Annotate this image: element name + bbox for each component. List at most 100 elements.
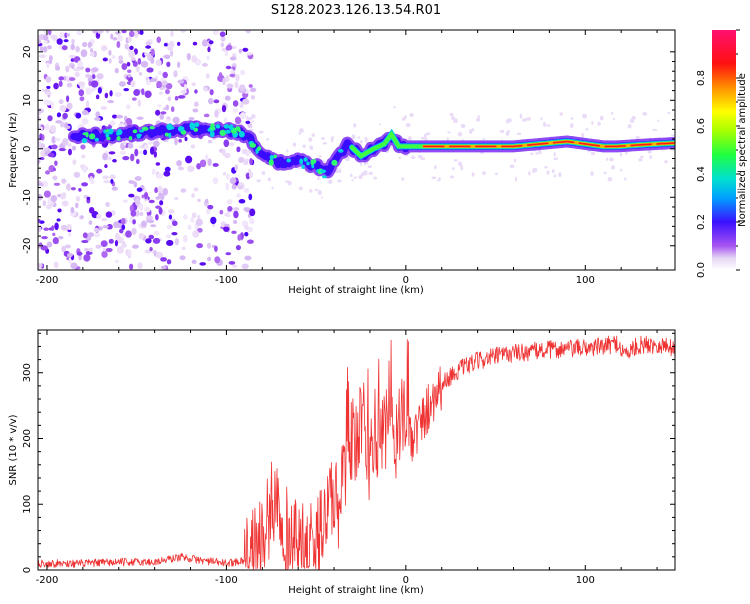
spectrogram-noise-blob [147, 141, 154, 145]
spectrogram-noise-blob [127, 143, 134, 149]
spectrogram-noise-blob [43, 39, 48, 44]
spectrogram-hotspot [177, 126, 185, 132]
spectrogram-noise-blob [47, 152, 55, 158]
spectrogram-noise-blob [117, 34, 123, 42]
spectrogram-noise-blob [93, 227, 100, 233]
spectrogram-noise-blob [244, 255, 252, 261]
spectrogram-noise-blob [178, 138, 182, 143]
colorbar: 0.0 0.2 0.4 0.6 0.8 Normalized spectral ampl… [696, 29, 748, 278]
spectrogram-noise-blob [664, 160, 668, 164]
spectrogram-noise-blob [629, 118, 635, 123]
spectrogram-noise-blob [205, 208, 211, 215]
spectrogram-noise-blob [245, 30, 252, 34]
spectrogram-noise-blob [193, 187, 199, 192]
spectrogram-noise-blob [40, 245, 48, 251]
spectrogram-noise-blob [224, 152, 231, 159]
spectrogram-noise-blob [477, 114, 480, 120]
spectrogram-noise-blob [138, 232, 145, 240]
spectrogram-noise-blob [80, 144, 86, 150]
spectrogram-noise-blob [122, 156, 130, 161]
spectrogram-noise-blob [559, 112, 563, 116]
spectrogram-noise-blob [42, 46, 48, 53]
spectrogram-noise-blob [77, 81, 86, 87]
spectrogram-noise-blob [81, 109, 89, 116]
spectrogram-noise-blob [410, 155, 416, 160]
spectrogram-noise-blob [360, 162, 363, 166]
spectrogram-noise-blob [450, 116, 455, 120]
spectrogram-noise-blob [137, 57, 142, 65]
spectrogram-noise-blob [265, 137, 270, 141]
colorbar-label: Normalized spectral amplitude [737, 73, 748, 227]
spectrogram-noise-blob [67, 143, 72, 148]
snr-x-tick-label: 0 [403, 575, 409, 586]
spectrogram-noise-blob [155, 214, 159, 221]
spectrogram-noise-blob [120, 217, 126, 225]
spectrogram-hotspot [81, 137, 88, 144]
spectrogram-noise-blob [180, 90, 188, 94]
spectrogram-noise-blob [180, 188, 187, 193]
spectrogram-noise-blob [101, 218, 108, 222]
snr-panel: -200 -100 0 100 0 100 200 300 Height of straig… [8, 329, 676, 596]
spectrogram-noise-blob [190, 144, 196, 149]
spectrogram-hotspot [286, 158, 291, 163]
spectrogram-noise-blob [409, 112, 414, 117]
spectrogram-noise-blob [337, 179, 342, 183]
spectrogram-noise-blob [144, 144, 149, 150]
spectrogram-noise-blob [125, 230, 132, 238]
snr-y-ticks: 0 100 200 300 [22, 332, 675, 573]
spectrogram-noise-blob [115, 31, 121, 35]
spectrogram-noise-blob [199, 262, 207, 266]
spectrogram-noise-blob [209, 89, 214, 96]
spectrogram-noise-blob [137, 99, 142, 107]
spectrogram-noise-blob [38, 218, 41, 223]
spectrogram-noise-blob [67, 231, 72, 237]
spectrogram-noise-blob [43, 227, 50, 231]
spectrogram-noise-blob [206, 242, 212, 249]
spectrogram-noise-blob [194, 89, 198, 94]
spectrogram-noise-blob [70, 206, 75, 214]
spectrogram-noise-blob [201, 39, 208, 47]
spectrogram-noise-blob [61, 245, 66, 253]
spectrogram-hotspot [189, 123, 195, 131]
spectrogram-noise-blob [158, 207, 163, 215]
spectrogram-noise-blob [359, 140, 363, 144]
spectrogram-noise-blob [88, 220, 93, 225]
spectrogram-noise-blob [174, 196, 179, 201]
spectrogram-noise-blob [509, 164, 515, 169]
spectrogram-hotspot [128, 136, 133, 141]
spectrogram-noise-blob [160, 77, 165, 82]
spectrogram-noise-blob [66, 33, 70, 37]
spectrogram-noise-blob [223, 117, 228, 124]
spectrogram-noise-blob [196, 163, 202, 170]
spectrogram-noise-blob [134, 148, 139, 157]
spectrogram-noise-blob [81, 117, 89, 125]
spectrogram-noise-blob [144, 90, 152, 99]
spectrogram-noise-blob [156, 36, 162, 43]
spectrogram-hotspot [268, 159, 274, 166]
spectrogram-noise-blob [64, 244, 71, 249]
spectrogram-noise-blob [159, 200, 164, 206]
spectrogram-noise-blob [240, 69, 246, 76]
spectrogram-noise-blob [420, 157, 425, 161]
spectrogram-noise-blob [218, 72, 223, 78]
spectrogram-noise-blob [243, 188, 250, 193]
spectrogram-noise-blob [139, 30, 144, 36]
spectrogram-noise-blob [180, 30, 186, 33]
snr-y-axis-label: SNR (10 * v/v) [8, 414, 19, 485]
snr-x-ticks: -200 -100 0 100 [36, 330, 658, 586]
spectrogram-tone-core [423, 140, 675, 148]
spectrogram-noise-blob [95, 111, 101, 118]
spectrogram-noise-blob [513, 158, 517, 163]
spectrogram-noise-blob [404, 115, 407, 119]
spectrogram-noise-blob [119, 150, 126, 155]
spectrogram-noise-blob [460, 166, 464, 171]
spectrogram-noise-blob [61, 200, 69, 207]
spectrogram-noise-blob [471, 128, 475, 132]
spectrogram-hotspot [209, 130, 215, 138]
spectrogram-hotspot [310, 159, 315, 166]
spectrogram-noise-blob [123, 88, 130, 92]
spectrogram-noise-blob [597, 121, 601, 126]
spectrogram-noise-blob [224, 51, 229, 57]
spectrogram-noise-blob [639, 155, 644, 159]
spectrogram-noise-blob [233, 210, 239, 219]
